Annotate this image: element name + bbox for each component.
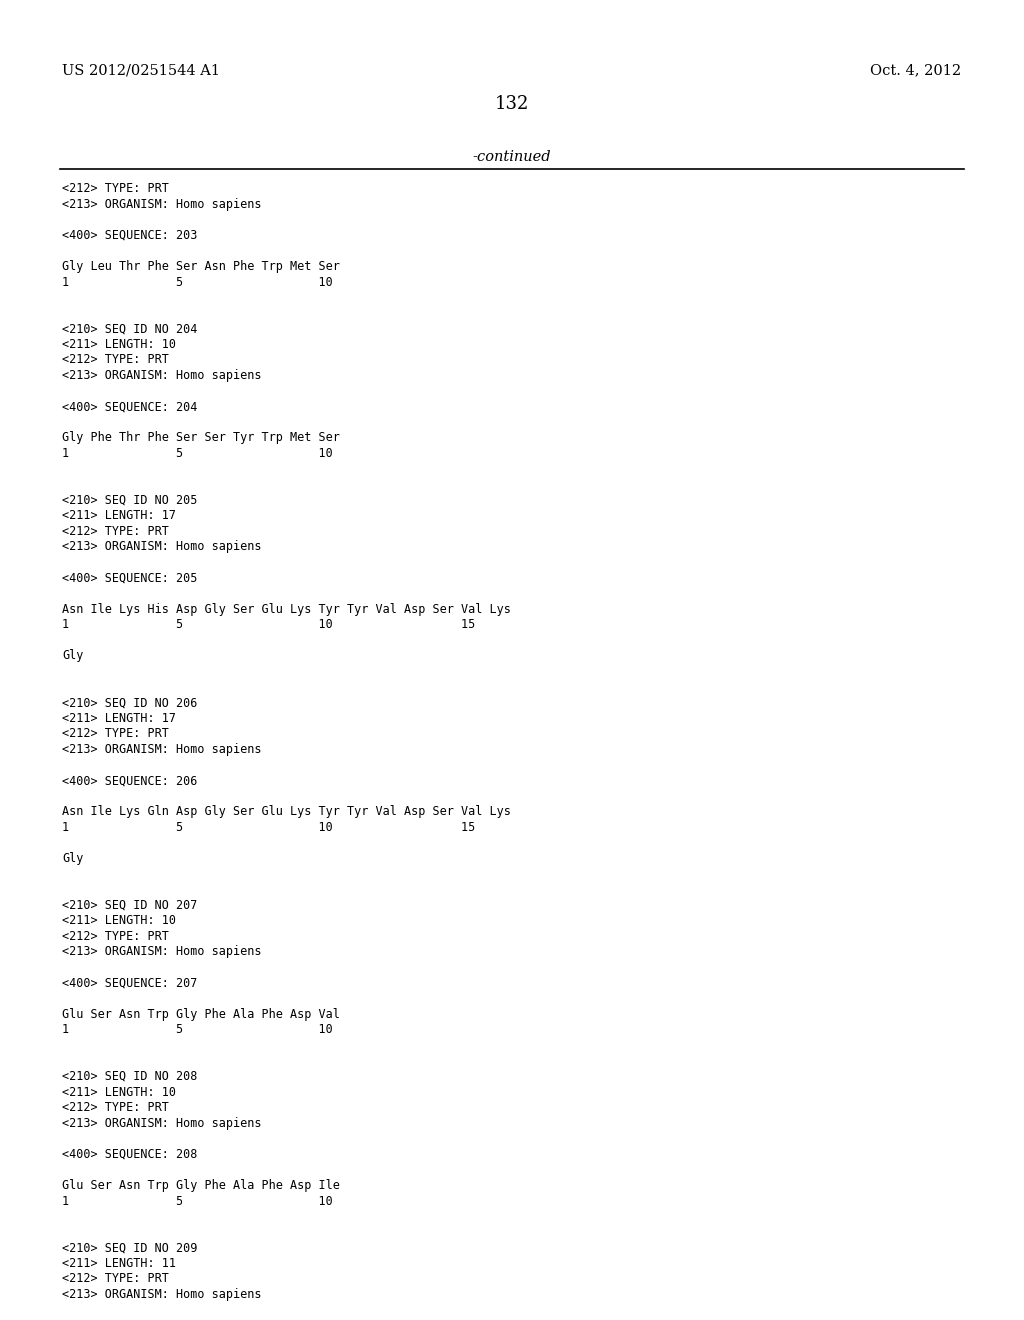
Text: Glu Ser Asn Trp Gly Phe Ala Phe Asp Ile: Glu Ser Asn Trp Gly Phe Ala Phe Asp Ile bbox=[62, 1179, 340, 1192]
Text: <211> LENGTH: 17: <211> LENGTH: 17 bbox=[62, 510, 176, 523]
Text: Oct. 4, 2012: Oct. 4, 2012 bbox=[870, 63, 962, 78]
Text: Gly: Gly bbox=[62, 851, 84, 865]
Text: <211> LENGTH: 10: <211> LENGTH: 10 bbox=[62, 915, 176, 927]
Text: Asn Ile Lys Gln Asp Gly Ser Glu Lys Tyr Tyr Val Asp Ser Val Lys: Asn Ile Lys Gln Asp Gly Ser Glu Lys Tyr … bbox=[62, 805, 511, 818]
Text: <213> ORGANISM: Homo sapiens: <213> ORGANISM: Homo sapiens bbox=[62, 743, 262, 756]
Text: Asn Ile Lys His Asp Gly Ser Glu Lys Tyr Tyr Val Asp Ser Val Lys: Asn Ile Lys His Asp Gly Ser Glu Lys Tyr … bbox=[62, 603, 511, 615]
Text: <213> ORGANISM: Homo sapiens: <213> ORGANISM: Homo sapiens bbox=[62, 945, 262, 958]
Text: <211> LENGTH: 11: <211> LENGTH: 11 bbox=[62, 1257, 176, 1270]
Text: <210> SEQ ID NO 209: <210> SEQ ID NO 209 bbox=[62, 1241, 198, 1254]
Text: <212> TYPE: PRT: <212> TYPE: PRT bbox=[62, 1272, 169, 1286]
Text: <212> TYPE: PRT: <212> TYPE: PRT bbox=[62, 354, 169, 367]
Text: <400> SEQUENCE: 208: <400> SEQUENCE: 208 bbox=[62, 1148, 198, 1160]
Text: <400> SEQUENCE: 203: <400> SEQUENCE: 203 bbox=[62, 228, 198, 242]
Text: Gly Leu Thr Phe Ser Asn Phe Trp Met Ser: Gly Leu Thr Phe Ser Asn Phe Trp Met Ser bbox=[62, 260, 340, 273]
Text: <210> SEQ ID NO 207: <210> SEQ ID NO 207 bbox=[62, 899, 198, 912]
Text: <210> SEQ ID NO 208: <210> SEQ ID NO 208 bbox=[62, 1071, 198, 1082]
Text: <212> TYPE: PRT: <212> TYPE: PRT bbox=[62, 525, 169, 537]
Text: <400> SEQUENCE: 204: <400> SEQUENCE: 204 bbox=[62, 400, 198, 413]
Text: <210> SEQ ID NO 204: <210> SEQ ID NO 204 bbox=[62, 322, 198, 335]
Text: <213> ORGANISM: Homo sapiens: <213> ORGANISM: Homo sapiens bbox=[62, 540, 262, 553]
Text: Gly Phe Thr Phe Ser Ser Tyr Trp Met Ser: Gly Phe Thr Phe Ser Ser Tyr Trp Met Ser bbox=[62, 432, 340, 445]
Text: Gly: Gly bbox=[62, 649, 84, 663]
Text: <210> SEQ ID NO 206: <210> SEQ ID NO 206 bbox=[62, 696, 198, 709]
Text: <213> ORGANISM: Homo sapiens: <213> ORGANISM: Homo sapiens bbox=[62, 1117, 262, 1130]
Text: 1               5                   10: 1 5 10 bbox=[62, 447, 333, 459]
Text: US 2012/0251544 A1: US 2012/0251544 A1 bbox=[62, 63, 220, 78]
Text: 132: 132 bbox=[495, 95, 529, 114]
Text: Glu Ser Asn Trp Gly Phe Ala Phe Asp Val: Glu Ser Asn Trp Gly Phe Ala Phe Asp Val bbox=[62, 1007, 340, 1020]
Text: 1               5                   10: 1 5 10 bbox=[62, 1023, 333, 1036]
Text: <213> ORGANISM: Homo sapiens: <213> ORGANISM: Homo sapiens bbox=[62, 198, 262, 211]
Text: 1               5                   10                  15: 1 5 10 15 bbox=[62, 821, 476, 834]
Text: <211> LENGTH: 10: <211> LENGTH: 10 bbox=[62, 338, 176, 351]
Text: 1               5                   10: 1 5 10 bbox=[62, 1195, 333, 1208]
Text: <212> TYPE: PRT: <212> TYPE: PRT bbox=[62, 727, 169, 741]
Text: <213> ORGANISM: Homo sapiens: <213> ORGANISM: Homo sapiens bbox=[62, 370, 262, 381]
Text: <211> LENGTH: 10: <211> LENGTH: 10 bbox=[62, 1085, 176, 1098]
Text: <210> SEQ ID NO 205: <210> SEQ ID NO 205 bbox=[62, 494, 198, 507]
Text: 1               5                   10                  15: 1 5 10 15 bbox=[62, 618, 476, 631]
Text: <212> TYPE: PRT: <212> TYPE: PRT bbox=[62, 182, 169, 195]
Text: -continued: -continued bbox=[473, 150, 551, 165]
Text: <213> ORGANISM: Homo sapiens: <213> ORGANISM: Homo sapiens bbox=[62, 1288, 262, 1302]
Text: <211> LENGTH: 17: <211> LENGTH: 17 bbox=[62, 711, 176, 725]
Text: <212> TYPE: PRT: <212> TYPE: PRT bbox=[62, 1101, 169, 1114]
Text: <400> SEQUENCE: 206: <400> SEQUENCE: 206 bbox=[62, 774, 198, 787]
Text: <212> TYPE: PRT: <212> TYPE: PRT bbox=[62, 929, 169, 942]
Text: <400> SEQUENCE: 207: <400> SEQUENCE: 207 bbox=[62, 977, 198, 990]
Text: 1               5                   10: 1 5 10 bbox=[62, 276, 333, 289]
Text: <400> SEQUENCE: 205: <400> SEQUENCE: 205 bbox=[62, 572, 198, 585]
